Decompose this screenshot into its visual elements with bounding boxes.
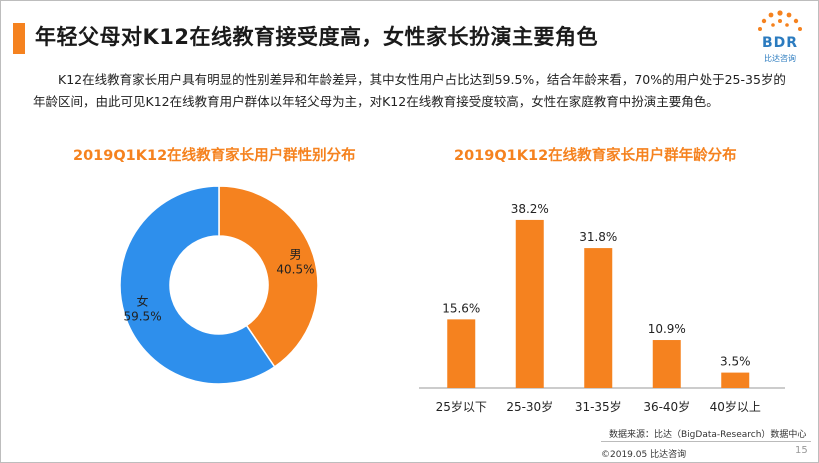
source-note: 数据来源：比达（BigData-Research）数据中心	[609, 430, 807, 440]
page-number: 15	[795, 445, 808, 456]
age-bar-chart: 15.6% 25岁以下 38.2% 25-30岁 31.8% 31-35岁 10.9% 36-…	[419, 202, 785, 414]
bar-value-label: 38.2%	[511, 202, 549, 216]
footer-divider	[601, 441, 811, 442]
gender-chart-title: 2019Q1K12在线教育家长用户群性别分布	[73, 148, 356, 164]
donut-label: 女	[137, 294, 149, 309]
gender-donut-chart: 男40.5% 女59.5%	[119, 185, 319, 385]
logo-subtext: 比达咨询	[764, 54, 796, 63]
bar-value-label: 10.9%	[648, 322, 686, 336]
logo-text: BDR	[761, 35, 799, 51]
bar	[721, 372, 750, 388]
x-tick-label: 25岁以下	[436, 399, 487, 414]
title-accent-bar	[13, 23, 25, 54]
bdr-logo: BDR 比达咨询	[749, 7, 811, 65]
bar	[447, 319, 476, 388]
logo-dots-icon	[758, 10, 802, 31]
bar	[584, 248, 613, 388]
page-title: 年轻父母对K12在线教育接受度高，女性家长扮演主要角色	[35, 25, 598, 49]
donut-value-label: 59.5%	[123, 310, 161, 324]
bar	[652, 340, 681, 388]
bar	[515, 219, 544, 388]
x-tick-label: 36-40岁	[643, 399, 690, 414]
donut-label: 男	[289, 247, 301, 261]
bar-value-label: 15.6%	[442, 301, 480, 315]
donut-slice-male	[218, 185, 319, 368]
age-chart-title: 2019Q1K12在线教育家长用户群年龄分布	[454, 148, 737, 164]
bar-value-label: 3.5%	[720, 355, 751, 369]
bar-value-label: 31.8%	[579, 230, 617, 244]
x-tick-label: 25-30岁	[506, 399, 553, 414]
intro-paragraph: K12在线教育家长用户具有明显的性别差异和年龄差异，其中女性用户占比达到59.5…	[33, 72, 786, 109]
x-tick-label: 31-35岁	[575, 399, 622, 414]
donut-value-label: 40.5%	[276, 262, 314, 276]
donut-slice-female	[119, 185, 276, 385]
copyright: ©2019.05 比达咨询	[601, 450, 687, 460]
x-tick-label: 40岁以上	[710, 399, 761, 414]
